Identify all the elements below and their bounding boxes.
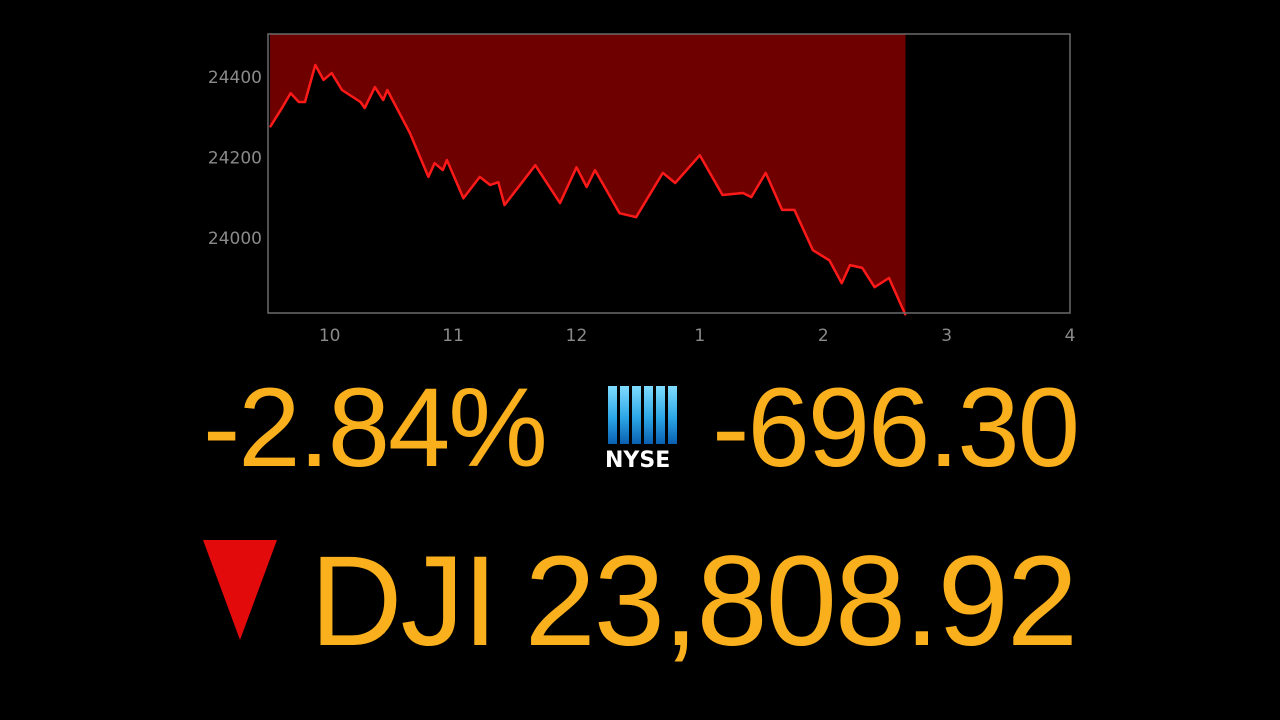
nyse-logo: NYSE <box>605 386 677 478</box>
data-point <box>497 181 499 183</box>
data-point <box>341 89 343 91</box>
data-point <box>662 172 664 174</box>
data-point <box>534 164 536 166</box>
data-point <box>721 194 724 196</box>
x-tick-label: 3 <box>941 326 952 346</box>
x-tick-label: 4 <box>1065 326 1076 346</box>
index-price: 23,808.92 <box>524 530 1078 673</box>
y-tick-label: 24200 <box>208 149 262 169</box>
x-tick-label: 1 <box>694 326 705 346</box>
data-point <box>750 196 752 198</box>
nyse-logo-bars <box>608 386 677 444</box>
data-point <box>765 172 767 174</box>
data-point <box>575 166 578 168</box>
data-point <box>359 101 362 103</box>
data-point <box>742 192 744 194</box>
data-point <box>781 209 783 211</box>
data-point <box>269 126 271 128</box>
data-point <box>462 197 464 199</box>
data-point <box>635 216 637 218</box>
data-point <box>409 132 411 134</box>
data-point <box>382 99 384 101</box>
data-point <box>559 202 561 204</box>
data-point <box>446 159 448 161</box>
x-tick-label: 10 <box>319 326 341 346</box>
data-point <box>331 72 333 74</box>
data-point <box>290 92 292 94</box>
index-symbol: DJI <box>310 530 498 673</box>
data-point <box>674 182 676 184</box>
data-point <box>812 249 814 251</box>
data-point <box>594 169 596 171</box>
data-point <box>503 204 506 206</box>
data-point <box>841 282 843 284</box>
x-tick-label: 11 <box>442 326 464 346</box>
data-point <box>386 89 388 91</box>
data-point <box>364 107 366 109</box>
data-point <box>699 154 701 156</box>
data-point <box>374 86 376 88</box>
plot-frame <box>267 33 1071 314</box>
y-tick-label: 24400 <box>208 68 262 88</box>
data-point <box>874 286 876 288</box>
loss-area <box>270 34 906 315</box>
y-tick-label: 24000 <box>208 229 262 249</box>
data-point <box>322 79 325 81</box>
data-point <box>849 264 851 266</box>
x-tick-label: 12 <box>566 326 588 346</box>
percent-change: -2.84% <box>203 365 548 490</box>
price-line <box>269 63 907 316</box>
data-point <box>479 176 481 178</box>
data-point <box>619 212 621 214</box>
data-point <box>793 209 796 211</box>
data-point <box>427 176 429 178</box>
data-point <box>828 259 831 261</box>
data-point <box>861 267 863 269</box>
x-tick-label: 2 <box>818 326 829 346</box>
data-point <box>586 186 588 188</box>
point-change: -696.30 <box>712 365 1080 490</box>
data-point <box>298 101 300 103</box>
down-triangle-icon <box>203 540 277 640</box>
data-point <box>281 106 283 108</box>
data-point <box>442 169 444 171</box>
data-point <box>314 64 316 66</box>
data-point <box>904 314 907 316</box>
data-point <box>433 162 436 164</box>
data-point <box>304 101 306 103</box>
nyse-logo-text: NYSE <box>605 448 671 473</box>
data-point <box>888 277 890 279</box>
data-point <box>489 184 491 186</box>
